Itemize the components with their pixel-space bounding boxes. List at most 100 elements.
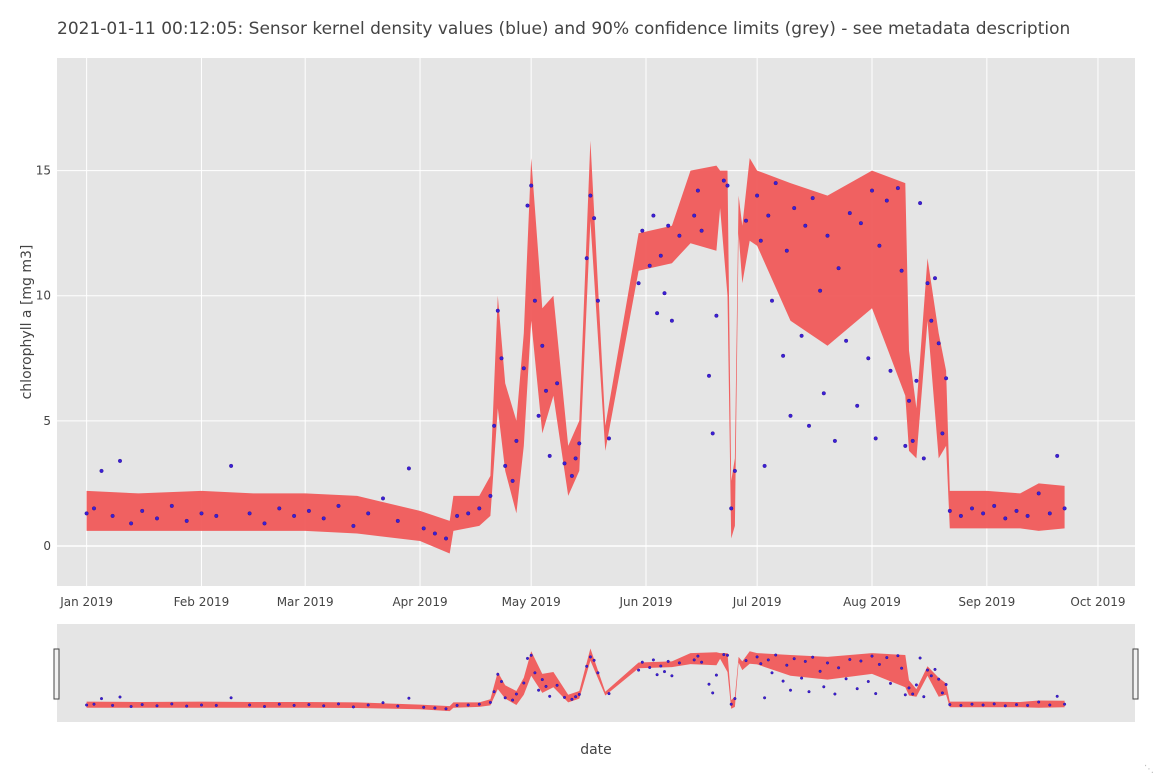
slider-data-point [822,685,826,689]
data-point [488,493,493,498]
data-point [695,188,700,193]
slider-data-point [800,676,804,680]
slider-data-point [85,703,89,707]
x-tick-label: Mar 2019 [277,595,334,609]
slider-data-point [774,653,778,657]
range-slider-right-handle[interactable] [1132,648,1139,700]
slider-data-point [263,705,267,709]
slider-data-point [111,703,115,707]
slider-data-point [707,682,711,686]
data-point [1025,513,1030,518]
slider-data-point [381,701,385,705]
slider-data-point [922,695,926,699]
data-point [762,463,767,468]
slider-data-point [803,659,807,663]
data-point [366,511,371,516]
data-point [940,431,945,436]
data-point [788,413,793,418]
data-point [432,531,437,536]
data-point [406,466,411,471]
data-point [832,438,837,443]
data-point [395,518,400,523]
data-point [547,453,552,458]
slider-data-point [937,677,941,681]
x-tick-label: Aug 2019 [843,595,901,609]
slider-data-point [640,660,644,664]
data-point [466,511,471,516]
x-axis-title: date [580,742,612,758]
slider-data-point [696,654,700,658]
data-point [944,376,949,381]
data-point [1036,491,1041,496]
data-point [929,318,934,323]
data-point [770,298,775,303]
slider-data-point [637,668,641,672]
slider-data-point [944,683,948,687]
slider-data-point [292,703,296,707]
slider-data-point [574,695,578,699]
y-tick-label: 15 [36,164,51,178]
data-point [514,438,519,443]
x-tick-label: Feb 2019 [174,595,230,609]
slider-data-point [407,696,411,700]
data-point [495,308,500,313]
data-point [847,211,852,216]
slider-data-point [914,683,918,687]
slider-data-point [1048,703,1052,707]
slider-data-point [729,702,733,706]
slider-data-point [926,668,930,672]
y-tick-label: 0 [43,539,51,553]
data-point [732,468,737,473]
data-point [444,536,449,541]
slider-data-point [537,688,541,692]
slider-data-point [670,674,674,678]
slider-data-point [818,669,822,673]
slider-data-point [433,706,437,710]
slider-data-point [607,692,611,696]
data-point [529,183,534,188]
data-point [306,508,311,513]
data-point [651,213,656,218]
data-point [544,388,549,393]
data-point [91,506,96,511]
slider-data-point [663,670,667,674]
slider-data-point [911,692,915,696]
slider-data-point [170,702,174,706]
data-point [981,511,986,516]
resize-grip-icon[interactable]: ⋱ [1144,764,1154,775]
data-point [807,423,812,428]
x-tick-label: Jul 2019 [732,595,782,609]
data-point [918,201,923,206]
slider-data-point [444,707,448,711]
data-point [744,218,749,223]
data-point [99,468,104,473]
slider-data-point [555,683,559,687]
slider-data-point [500,680,504,684]
data-point [569,473,574,478]
data-point [884,198,889,203]
range-slider-left-handle[interactable] [53,648,60,700]
slider-data-point [766,658,770,662]
slider-data-point [855,687,859,691]
data-point [914,378,919,383]
slider-data-point [792,657,796,661]
data-point [818,288,823,293]
data-point [899,268,904,273]
data-point [655,311,660,316]
slider-data-point [488,700,492,704]
data-point [773,181,778,186]
slider-data-point [592,658,596,662]
data-point [262,521,267,526]
data-point [84,511,89,516]
slider-data-point [755,655,759,659]
data-point [855,403,860,408]
slider-data-point [859,659,863,663]
slider-data-point [981,703,985,707]
x-tick-label: May 2019 [502,595,561,609]
slider-data-point [744,659,748,663]
slider-data-point [1055,694,1059,698]
slider-data-point [466,703,470,707]
slider-data-point [959,703,963,707]
data-point [584,256,589,261]
